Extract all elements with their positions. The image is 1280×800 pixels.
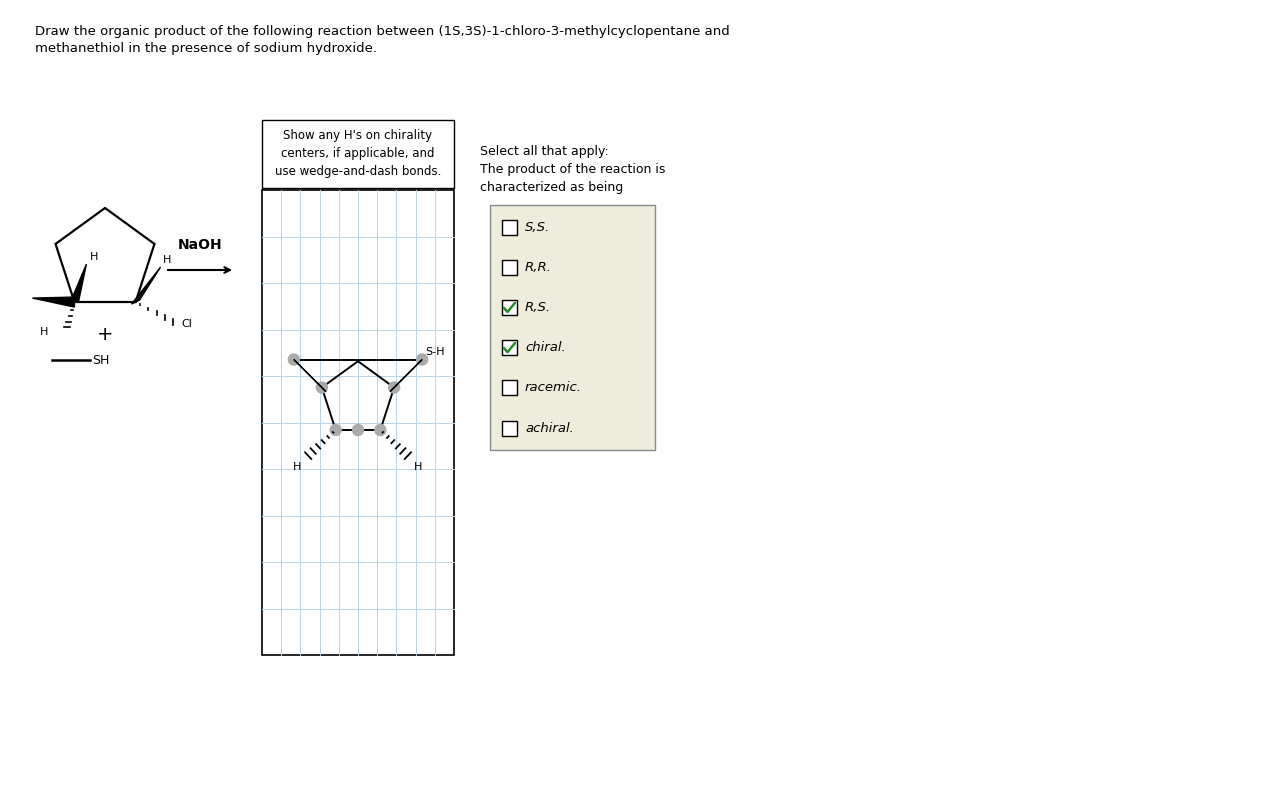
Bar [262, 120, 454, 188]
Text: Show any H's on chirality
centers, if applicable, and
use wedge-and-dash bonds.: Show any H's on chirality centers, if ap… [275, 130, 442, 178]
Polygon shape [132, 267, 160, 304]
Text: H: H [415, 462, 422, 472]
Circle shape [352, 425, 364, 435]
Bar [502, 421, 517, 435]
Text: chiral.: chiral. [525, 341, 566, 354]
Text: Draw the organic product of the following reaction between (1S,3S)-1-chloro-3-me: Draw the organic product of the followin… [35, 25, 730, 55]
Text: NaOH: NaOH [178, 238, 223, 252]
Circle shape [417, 354, 428, 365]
Text: H: H [293, 462, 302, 472]
Bar [502, 380, 517, 395]
Text: H: H [90, 252, 97, 262]
Text: Cl: Cl [182, 319, 192, 329]
Bar [502, 340, 517, 355]
Text: achiral.: achiral. [525, 422, 573, 434]
Text: R,S.: R,S. [525, 301, 552, 314]
Polygon shape [32, 297, 74, 307]
Text: S-H: S-H [425, 346, 444, 357]
Text: H: H [163, 255, 172, 265]
Circle shape [288, 354, 300, 365]
Circle shape [316, 382, 328, 393]
Text: Select all that apply:
The product of the reaction is
characterized as being: Select all that apply: The product of th… [480, 145, 666, 194]
Circle shape [330, 425, 342, 435]
Text: racemic.: racemic. [525, 382, 582, 394]
Text: S,S.: S,S. [525, 221, 550, 234]
Bar [490, 205, 655, 450]
Text: H: H [40, 327, 49, 337]
Bar [502, 260, 517, 274]
Polygon shape [294, 359, 326, 391]
Text: R,R.: R,R. [525, 261, 552, 274]
Circle shape [375, 425, 385, 435]
Text: +: + [97, 326, 113, 345]
Polygon shape [390, 359, 422, 391]
Bar [502, 300, 517, 315]
Circle shape [389, 382, 399, 393]
Bar [502, 219, 517, 234]
Bar [262, 190, 454, 655]
Polygon shape [70, 264, 87, 302]
Text: SH: SH [92, 354, 109, 366]
